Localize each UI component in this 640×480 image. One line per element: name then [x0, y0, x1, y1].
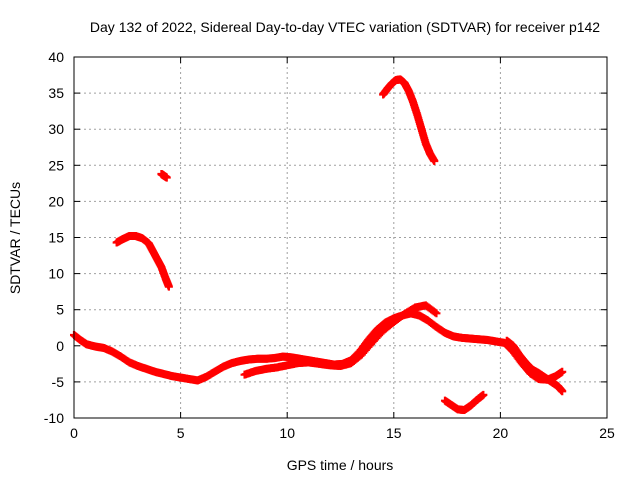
series-lower-arc-17-19h — [440, 390, 488, 415]
y-tick-label: -10 — [44, 410, 64, 426]
y-tick-label: -5 — [52, 374, 65, 390]
data-point — [558, 367, 567, 376]
y-tick-label: 0 — [56, 338, 64, 354]
y-tick-label: 15 — [48, 230, 64, 246]
x-tick-label: 20 — [493, 425, 509, 441]
series-late-track-20-23h — [502, 336, 567, 396]
y-tick-label: 40 — [48, 49, 64, 65]
data-layer — [70, 75, 567, 415]
y-tick-label: 20 — [48, 193, 64, 209]
y-tick-label: 30 — [48, 121, 64, 137]
data-point — [164, 282, 173, 291]
x-tick-label: 25 — [599, 425, 615, 441]
data-point — [162, 173, 171, 182]
series-secondary-track-7-14h — [240, 301, 441, 379]
grid-layer — [74, 57, 607, 418]
x-tick-label: 10 — [279, 425, 295, 441]
y-tick-label: 25 — [48, 157, 64, 173]
data-point — [430, 156, 439, 165]
y-axis-label: SDTVAR / TECUs — [7, 182, 23, 294]
chart-title: Day 132 of 2022, Sidereal Day-to-day VTE… — [90, 19, 600, 35]
x-tick-label: 5 — [177, 425, 185, 441]
x-tick-label: 0 — [70, 425, 78, 441]
data-point — [479, 390, 488, 399]
y-tick-label: 10 — [48, 266, 64, 282]
series-point-4h — [157, 169, 171, 182]
x-tick-label: 15 — [386, 425, 402, 441]
series-upper-arc-14-17h — [379, 75, 439, 165]
data-point — [558, 387, 567, 396]
y-tick-label: 35 — [48, 85, 64, 101]
y-tick-label: 5 — [56, 302, 64, 318]
x-axis-label: GPS time / hours — [287, 457, 394, 473]
data-point — [432, 309, 441, 318]
tick-layer: 0 5 10 15 20 25 -10 -5 0 5 10 15 20 25 30 35 40 — [44, 49, 615, 441]
series-upper-band-2-5h — [112, 232, 173, 291]
